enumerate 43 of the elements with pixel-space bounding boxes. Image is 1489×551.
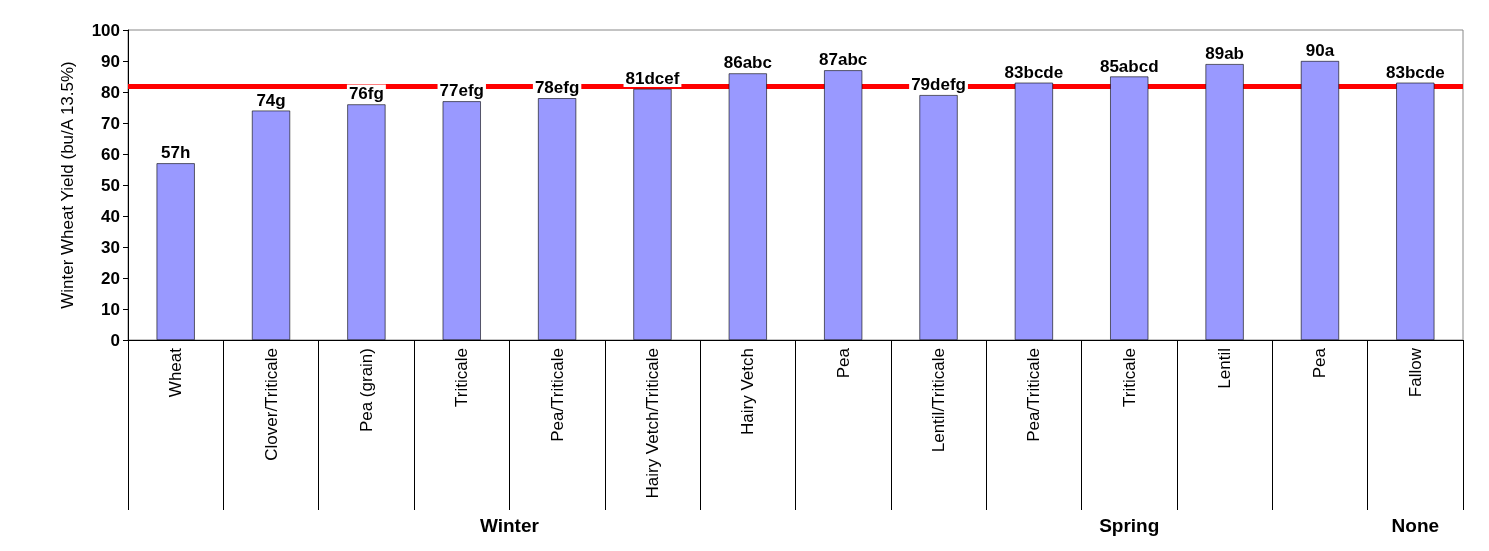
data-label: 87abc	[819, 50, 868, 70]
y-tick-label: 50	[101, 175, 120, 195]
x-tick-label: Pea (grain)	[356, 348, 376, 433]
y-tick-label: 60	[101, 144, 120, 164]
x-tick-label: Hairy Vetch/Triticale	[642, 348, 662, 499]
x-tick-label: Triticale	[1119, 348, 1139, 407]
data-label: 83bcde	[1386, 62, 1445, 82]
x-tick-label: Clover/Triticale	[261, 348, 281, 461]
text: Spring	[1099, 515, 1160, 536]
x-tick-label: Pea/Triticale	[1024, 348, 1044, 442]
data-label: 74g	[256, 90, 286, 110]
data-label: 89ab	[1205, 44, 1244, 64]
y-tick-label: 70	[101, 113, 120, 133]
x-tick-label: Pea/Triticale	[547, 348, 567, 442]
x-tick-label: Triticale	[452, 348, 472, 407]
data-label: 79defg	[911, 75, 966, 95]
text: Winter	[479, 515, 540, 536]
x-tick-label: Lentil/Triticale	[929, 348, 949, 453]
y-tick-label: 40	[101, 206, 120, 226]
data-label: 83bcde	[1004, 62, 1064, 82]
y-tick-label: 80	[101, 82, 120, 102]
data-label: 76fg	[348, 84, 384, 104]
data-label: 78efg	[534, 78, 580, 98]
y-tick-label: 0	[110, 330, 120, 350]
y-tick-label: 90	[101, 51, 120, 71]
y-tick-label: 100	[91, 20, 120, 40]
x-tick-label: Pea	[833, 347, 853, 379]
y-axis-title: Winter Wheat Yield (bu/A 13.5%)	[58, 61, 77, 309]
data-label: 57h	[161, 143, 191, 163]
x-tick-label: Lentil	[1215, 348, 1235, 389]
y-tick-label: 30	[101, 237, 120, 257]
data-label: 86abc	[723, 53, 772, 73]
data-label: 77efg	[439, 81, 484, 101]
x-tick-label: Pea	[1310, 347, 1330, 379]
data-label: 90a	[1305, 41, 1335, 60]
x-tick-label: Hairy Vetch	[738, 348, 758, 435]
y-tick-label: 10	[101, 299, 120, 319]
data-label: 85abcd	[1099, 56, 1159, 76]
text: None	[1391, 515, 1440, 536]
x-tick-label: Fallow	[1405, 347, 1425, 398]
y-tick-label: 20	[101, 268, 120, 288]
x-tick-label: Wheat	[166, 347, 186, 398]
data-label: 81dcef	[625, 68, 680, 88]
